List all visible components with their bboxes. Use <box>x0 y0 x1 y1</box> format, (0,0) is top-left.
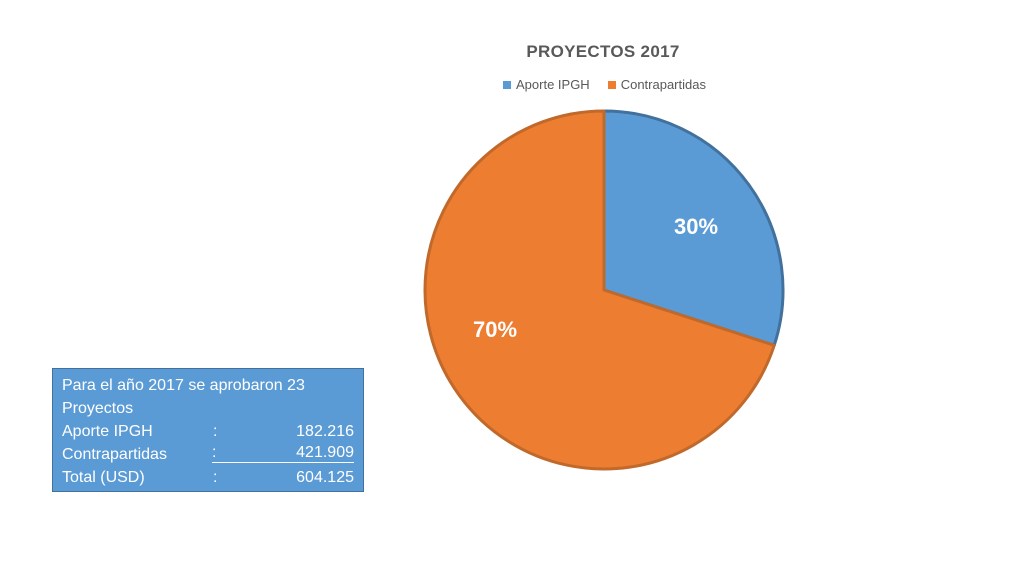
summary-box: Para el año 2017 se aprobaron 23 Proyect… <box>52 368 364 492</box>
summary-row-contrapartidas: Contrapartidas : 421.909 <box>62 443 354 466</box>
legend-item-contrapartidas: Contrapartidas <box>607 77 706 92</box>
pie-slice-contrapartidas <box>423 109 776 471</box>
summary-row-aporte: Aporte IPGH : 182.216 <box>62 420 354 443</box>
summary-label-aporte: Aporte IPGH <box>62 423 153 440</box>
data-label-aporte: 30% <box>674 214 718 239</box>
summary-value-contrapartidas: 421.909 <box>296 444 354 461</box>
data-label-contrapartidas: 70% <box>473 317 517 342</box>
summary-label-contrapartidas: Contrapartidas <box>62 446 167 463</box>
chart-legend: Aporte IPGH Contrapartidas <box>503 77 706 92</box>
summary-value-aporte: 182.216 <box>296 423 354 440</box>
summary-colon-aporte: : <box>212 423 218 440</box>
summary-value-total: 604.125 <box>296 469 354 486</box>
summary-colon-total: : <box>212 469 218 486</box>
legend-label-contrapartidas: Contrapartidas <box>620 77 706 92</box>
legend-swatch-contrapartidas <box>607 80 616 89</box>
summary-line-2: Proyectos <box>62 400 134 417</box>
pie-slice-aporte <box>602 109 785 347</box>
legend-item-aporte: Aporte IPGH <box>503 77 590 92</box>
chart-title: PROYECTOS 2017 <box>526 42 680 61</box>
legend-label-aporte: Aporte IPGH <box>516 77 590 92</box>
summary-label-total: Total (USD) <box>62 469 145 486</box>
summary-colon-contrapartidas: : <box>212 444 217 461</box>
legend-swatch-aporte <box>503 80 511 89</box>
summary-line-1: Para el año 2017 se aprobaron 23 <box>62 377 305 394</box>
summary-row-total: Total (USD) : 604.125 <box>62 466 354 489</box>
